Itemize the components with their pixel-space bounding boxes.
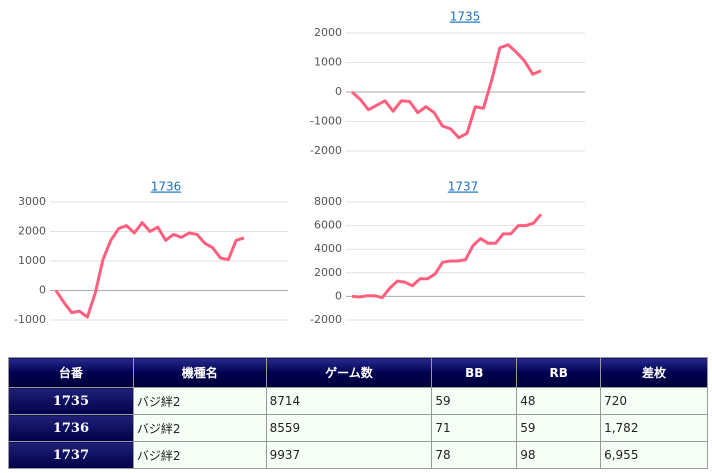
y-tick-label: -2000 bbox=[310, 313, 342, 326]
table-cell: 6,955 bbox=[600, 441, 708, 469]
y-tick-label: 2000 bbox=[314, 26, 342, 39]
machine-number: 1736 bbox=[8, 414, 134, 442]
y-tick-label: -1000 bbox=[14, 313, 46, 326]
y-tick-label: 2000 bbox=[18, 225, 46, 238]
chart-title[interactable]: 1737 bbox=[448, 180, 479, 194]
line bbox=[54, 221, 245, 319]
chart-title[interactable]: 1736 bbox=[151, 180, 182, 194]
y-tick-label: 2000 bbox=[314, 266, 342, 279]
header-row: 台番 機種名 ゲーム数 BB RB 差枚 bbox=[8, 357, 708, 388]
y-tick-label: -1000 bbox=[310, 115, 342, 128]
table-cell: 8559 bbox=[265, 414, 433, 442]
table-row: 1735 バジ絆2 8714 59 48 720 bbox=[8, 387, 708, 415]
charts: 1735 -2000 -1000 0 1000 2000 1736 -1000 0 1000 200… bbox=[14, 10, 585, 326]
table-cell: 59 bbox=[516, 414, 602, 442]
table-cell: バジ絆2 bbox=[132, 441, 267, 469]
header-cell: RB bbox=[516, 357, 602, 388]
y-tick-label: 0 bbox=[39, 284, 46, 297]
table-cell: 71 bbox=[431, 414, 518, 442]
table-cell: バジ絆2 bbox=[132, 414, 267, 442]
table-cell: 59 bbox=[431, 387, 518, 415]
table-cell: 1,782 bbox=[600, 414, 708, 442]
machine-number: 1735 bbox=[8, 387, 134, 415]
y-tick-label: 1000 bbox=[18, 254, 46, 267]
table-row: 1737 バジ絆2 9937 78 98 6,955 bbox=[8, 441, 708, 469]
data-table: 台番 機種名 ゲーム数 BB RB 差枚 1735 バジ絆2 8714 59 48 720 1736 バ… bbox=[8, 357, 708, 469]
machine-number: 1737 bbox=[8, 441, 134, 469]
line bbox=[351, 213, 543, 300]
table-cell: 9937 bbox=[265, 441, 433, 469]
y-tick-label: 6000 bbox=[314, 219, 342, 232]
table-cell: 48 bbox=[516, 387, 602, 415]
table-cell: バジ絆2 bbox=[132, 387, 267, 415]
table-cell: 720 bbox=[600, 387, 708, 415]
header-cell: BB bbox=[431, 357, 518, 388]
table-cell: 8714 bbox=[265, 387, 433, 415]
header-cell: 台番 bbox=[8, 357, 134, 388]
y-tick-label: 3000 bbox=[18, 195, 46, 208]
y-tick-label: 8000 bbox=[314, 195, 342, 208]
line bbox=[350, 43, 542, 140]
y-tick-label: 1000 bbox=[314, 56, 342, 69]
header-cell: ゲーム数 bbox=[265, 357, 433, 388]
header-cell: 差枚 bbox=[600, 357, 708, 388]
table-cell: 98 bbox=[516, 441, 602, 469]
table-row: 1736 バジ絆2 8559 71 59 1,782 bbox=[8, 414, 708, 442]
header-cell: 機種名 bbox=[132, 357, 267, 388]
y-tick-label: -2000 bbox=[310, 144, 342, 157]
y-tick-label: 0 bbox=[335, 85, 342, 98]
chart-title[interactable]: 1735 bbox=[450, 10, 481, 24]
table-cell: 78 bbox=[431, 441, 518, 469]
y-tick-label: 0 bbox=[335, 289, 342, 302]
y-tick-label: 4000 bbox=[314, 242, 342, 255]
